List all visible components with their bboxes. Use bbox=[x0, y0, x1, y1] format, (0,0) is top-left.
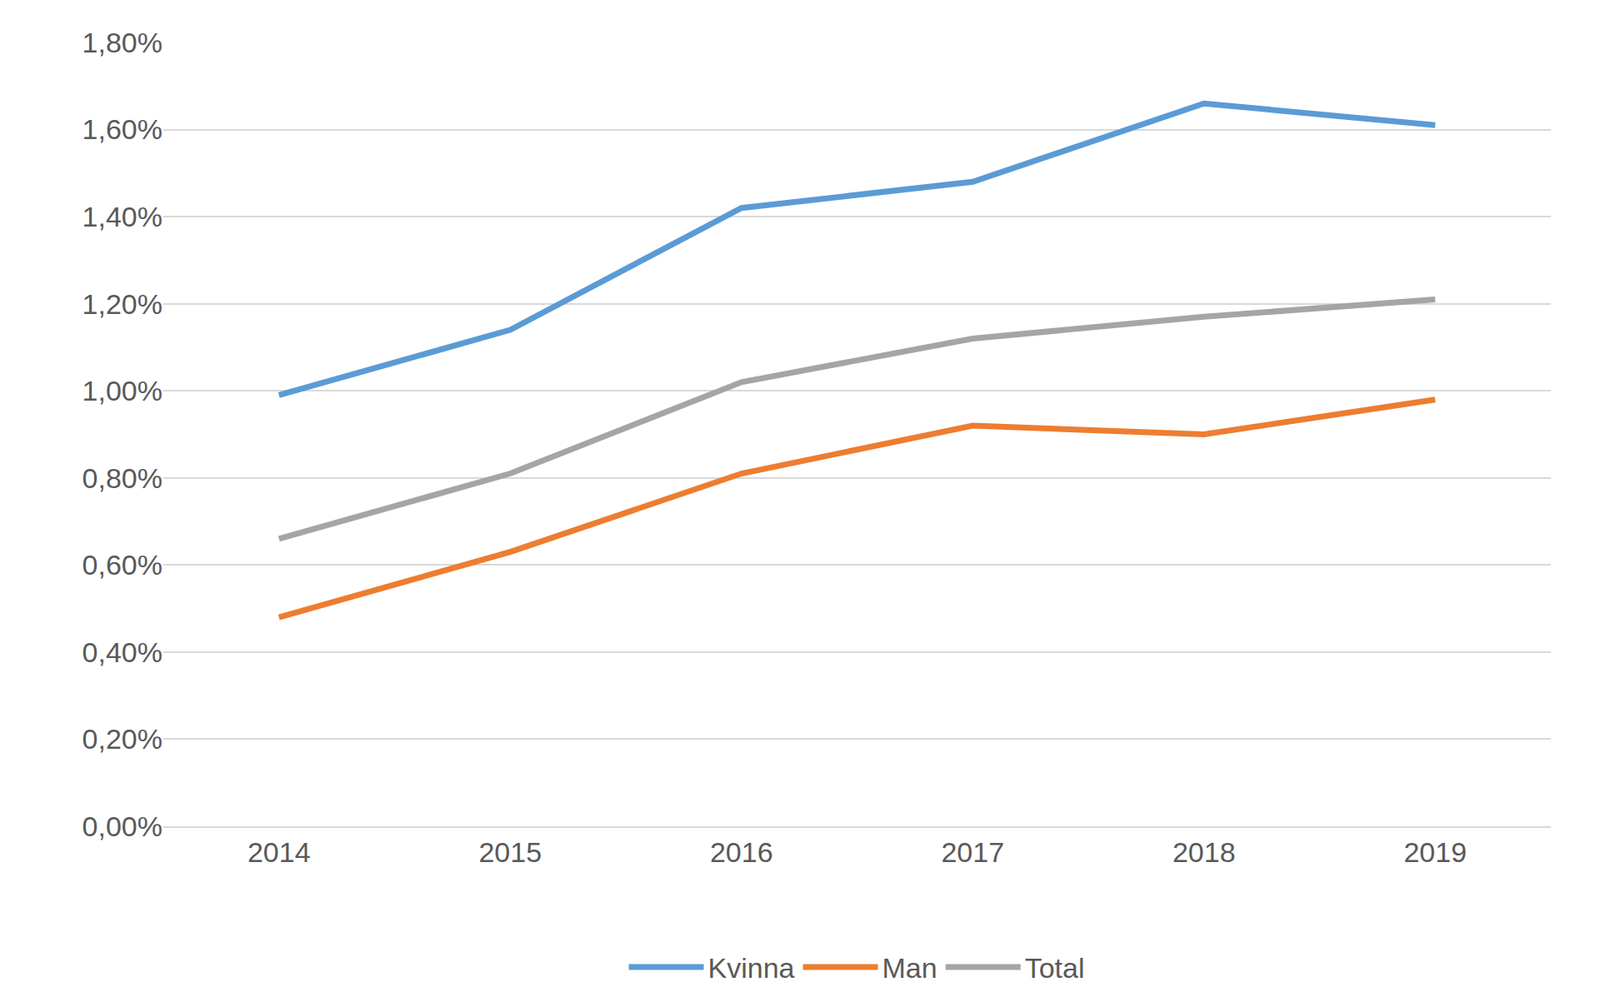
svg-text:1,20%: 1,20% bbox=[82, 288, 163, 320]
svg-text:1,60%: 1,60% bbox=[82, 113, 163, 145]
svg-text:Total: Total bbox=[1025, 952, 1085, 985]
svg-text:Man: Man bbox=[882, 952, 938, 985]
svg-text:1,40%: 1,40% bbox=[82, 200, 163, 233]
svg-text:1,00%: 1,00% bbox=[82, 375, 163, 407]
svg-text:Kvinna: Kvinna bbox=[708, 952, 795, 985]
svg-text:2019: 2019 bbox=[1403, 836, 1467, 869]
svg-text:0,60%: 0,60% bbox=[82, 549, 163, 581]
svg-text:2015: 2015 bbox=[478, 836, 542, 869]
svg-text:0,80%: 0,80% bbox=[82, 462, 163, 495]
svg-text:1,80%: 1,80% bbox=[82, 26, 163, 59]
svg-text:2018: 2018 bbox=[1172, 836, 1236, 869]
svg-text:2016: 2016 bbox=[710, 836, 774, 869]
svg-text:2017: 2017 bbox=[940, 836, 1005, 869]
svg-text:0,20%: 0,20% bbox=[82, 723, 163, 755]
svg-text:2014: 2014 bbox=[247, 836, 311, 869]
svg-text:0,00%: 0,00% bbox=[82, 810, 163, 843]
svg-text:0,40%: 0,40% bbox=[82, 636, 163, 669]
